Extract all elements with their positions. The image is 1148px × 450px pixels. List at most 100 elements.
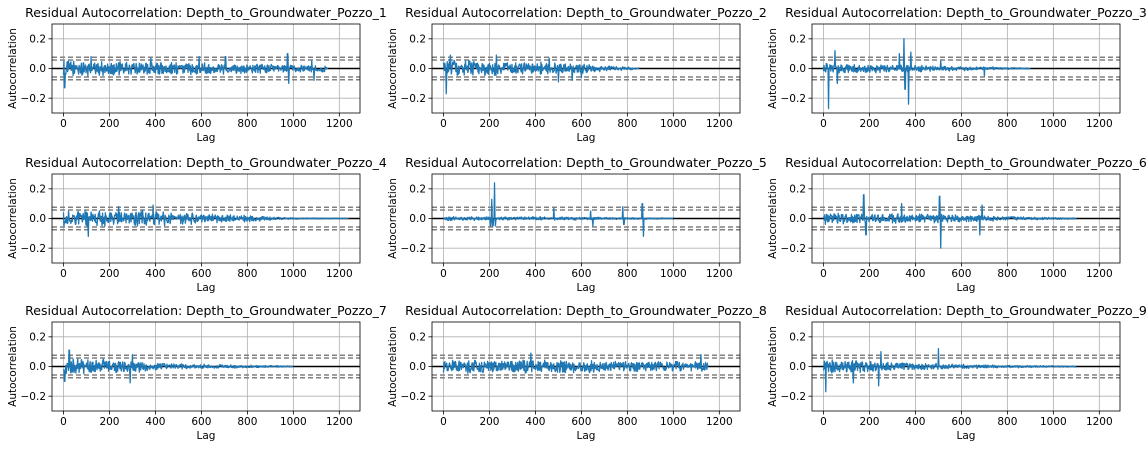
x-tick-label: 1200	[1086, 416, 1113, 428]
autocorrelation-line	[62, 204, 349, 237]
x-tick-label: 200	[479, 268, 499, 280]
x-tick-label: 600	[571, 416, 591, 428]
chart-title: Residual Autocorrelation: Depth_to_Groun…	[785, 155, 1147, 170]
chart-panel-6: Residual Autocorrelation: Depth_to_Groun…	[767, 155, 1147, 294]
x-tick-label: 0	[820, 118, 827, 130]
x-tick-label: 600	[951, 118, 971, 130]
x-tick-label: 200	[859, 118, 879, 130]
y-tick-label: −0.2	[21, 243, 47, 255]
x-tick-label: 1200	[706, 268, 733, 280]
chart-title: Residual Autocorrelation: Depth_to_Groun…	[405, 303, 767, 318]
x-tick-label: 600	[191, 416, 211, 428]
chart-title: Residual Autocorrelation: Depth_to_Groun…	[25, 303, 387, 318]
x-tick-label: 800	[237, 268, 257, 280]
x-tick-label: 1200	[1086, 118, 1113, 130]
x-axis-label: Lag	[957, 282, 976, 294]
y-tick-label: 0.0	[29, 63, 46, 75]
y-tick-label: 0.0	[789, 213, 806, 225]
x-tick-label: 1000	[280, 268, 307, 280]
y-tick-label: 0.0	[789, 63, 806, 75]
x-tick-label: 400	[905, 118, 925, 130]
y-tick-label: 0.0	[29, 213, 46, 225]
x-tick-label: 1200	[326, 416, 353, 428]
x-tick-label: 200	[859, 416, 879, 428]
chart-title: Residual Autocorrelation: Depth_to_Groun…	[25, 155, 387, 170]
x-tick-label: 800	[617, 268, 637, 280]
x-tick-label: 1000	[280, 118, 307, 130]
x-tick-label: 1000	[280, 416, 307, 428]
y-axis-label: Autocorrelation	[767, 28, 779, 109]
chart-panel-9: Residual Autocorrelation: Depth_to_Groun…	[767, 303, 1147, 442]
x-tick-label: 1000	[660, 416, 687, 428]
y-tick-label: 0.2	[409, 331, 426, 343]
x-tick-label: 800	[237, 416, 257, 428]
x-tick-label: 200	[859, 268, 879, 280]
chart-panel-1: Residual Autocorrelation: Depth_to_Groun…	[7, 5, 387, 144]
x-axis-label: Lag	[957, 132, 976, 144]
autocorrelation-line	[62, 349, 294, 384]
y-tick-label: 0.2	[29, 183, 46, 195]
y-tick-label: 0.2	[789, 331, 806, 343]
x-tick-label: 1200	[326, 268, 353, 280]
y-tick-label: 0.2	[789, 33, 806, 45]
x-tick-label: 200	[99, 118, 119, 130]
y-tick-label: −0.2	[781, 93, 807, 105]
x-tick-label: 1200	[706, 118, 733, 130]
y-tick-label: 0.2	[789, 183, 806, 195]
autocorrelation-line	[62, 53, 329, 89]
x-tick-label: 400	[525, 416, 545, 428]
y-tick-label: −0.2	[401, 391, 427, 403]
x-axis-label: Lag	[957, 430, 976, 442]
autocorrelation-line	[442, 182, 674, 237]
x-tick-label: 1000	[1040, 118, 1067, 130]
y-axis-label: Autocorrelation	[7, 178, 19, 259]
x-tick-label: 800	[997, 416, 1017, 428]
chart-panel-3: Residual Autocorrelation: Depth_to_Groun…	[767, 5, 1147, 144]
y-axis-label: Autocorrelation	[387, 326, 399, 407]
x-tick-label: 1000	[1040, 416, 1067, 428]
chart-panel-4: Residual Autocorrelation: Depth_to_Groun…	[7, 155, 387, 294]
x-tick-label: 400	[525, 268, 545, 280]
x-tick-label: 600	[951, 416, 971, 428]
x-axis-label: Lag	[577, 282, 596, 294]
y-tick-label: 0.2	[29, 33, 46, 45]
x-axis-label: Lag	[197, 282, 216, 294]
chart-title: Residual Autocorrelation: Depth_to_Groun…	[25, 5, 387, 20]
x-tick-label: 800	[617, 118, 637, 130]
x-axis-label: Lag	[197, 430, 216, 442]
x-tick-label: 600	[951, 268, 971, 280]
x-tick-label: 400	[905, 416, 925, 428]
x-axis-label: Lag	[577, 430, 596, 442]
x-axis-label: Lag	[197, 132, 216, 144]
y-tick-label: 0.2	[409, 33, 426, 45]
x-tick-label: 600	[191, 118, 211, 130]
y-tick-label: −0.2	[401, 243, 427, 255]
x-tick-label: 200	[479, 416, 499, 428]
y-axis-label: Autocorrelation	[387, 28, 399, 109]
x-tick-label: 400	[145, 416, 165, 428]
y-tick-label: 0.2	[409, 183, 426, 195]
y-tick-label: 0.0	[409, 63, 426, 75]
autocorrelation-line	[822, 38, 1031, 110]
y-axis-label: Autocorrelation	[387, 178, 399, 259]
x-tick-label: 0	[440, 268, 447, 280]
autocorrelation-line	[823, 194, 1077, 249]
y-tick-label: 0.0	[29, 361, 46, 373]
chart-panel-7: Residual Autocorrelation: Depth_to_Groun…	[7, 303, 387, 442]
x-tick-label: 0	[820, 416, 827, 428]
x-tick-label: 1200	[1086, 268, 1113, 280]
x-tick-label: 800	[997, 118, 1017, 130]
x-tick-label: 800	[617, 416, 637, 428]
autocorrelation-line	[442, 352, 709, 374]
x-tick-label: 1000	[660, 268, 687, 280]
x-tick-label: 400	[905, 268, 925, 280]
x-tick-label: 400	[145, 268, 165, 280]
autocorrelation-line	[442, 54, 640, 95]
x-tick-label: 800	[237, 118, 257, 130]
y-tick-label: 0.0	[789, 361, 806, 373]
x-tick-label: 600	[191, 268, 211, 280]
y-tick-label: −0.2	[21, 93, 47, 105]
chart-panel-5: Residual Autocorrelation: Depth_to_Groun…	[387, 155, 767, 294]
chart-title: Residual Autocorrelation: Depth_to_Groun…	[405, 5, 767, 20]
